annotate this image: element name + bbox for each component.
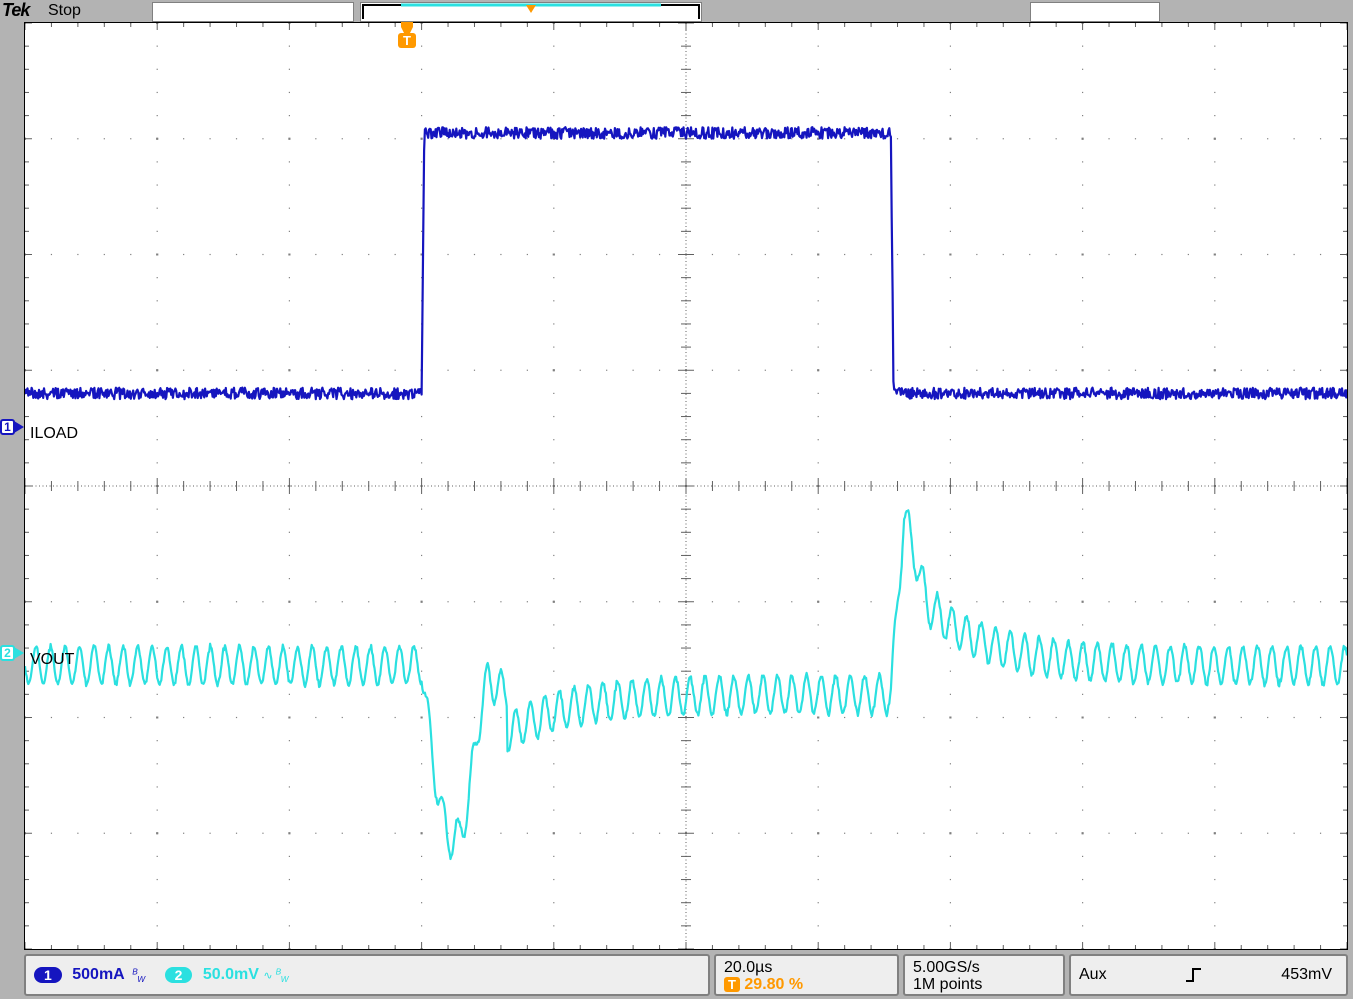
channel-ground-marker-1: 1 <box>0 417 26 442</box>
left-frame <box>0 22 24 950</box>
top-strip: Tek Stop <box>0 0 1353 22</box>
footer-panel: 20.0µsT 29.80 % <box>714 954 899 996</box>
waveform-ch2 <box>25 510 1347 859</box>
trigger-level: 453mV <box>1281 966 1332 984</box>
top-indicator-box <box>360 2 702 22</box>
channel-label-2: VOUT <box>30 651 74 669</box>
top-indicator-box <box>152 2 354 22</box>
footer-panel: 5.00GS/s1M points <box>903 954 1065 996</box>
top-indicator-box <box>1030 2 1160 22</box>
svg-text:T: T <box>403 33 411 48</box>
waveform-ch1 <box>25 127 1347 399</box>
oscilloscope-screenshot: Tek Stop 1 ILOAD 2 VOUT T 1 500mA BW2 50 <box>0 0 1353 999</box>
bottom-strip: 1 500mA BW2 50.0mV ∿BW20.0µsT 29.80 %5.0… <box>0 950 1353 999</box>
svg-text:2: 2 <box>4 646 11 660</box>
waveforms <box>25 23 1347 949</box>
footer-readout-line: 5.00GS/s <box>913 959 1055 976</box>
trigger-source: Aux <box>1079 966 1107 984</box>
channel-scale-readout: 1 500mA BW <box>34 966 145 984</box>
tek-logo: Tek <box>2 0 29 21</box>
svg-text:1: 1 <box>4 420 11 434</box>
channel-ground-marker-2: 2 <box>0 643 26 668</box>
waveform-plot <box>24 22 1348 950</box>
footer-readout-line: 20.0µs <box>724 959 889 976</box>
run-status: Stop <box>48 2 81 20</box>
channel-label-1: ILOAD <box>30 425 78 443</box>
channel-scale-readout: 2 50.0mV ∿BW <box>165 966 288 984</box>
footer-panel: Aux 453mV <box>1069 954 1348 996</box>
rising-edge-icon <box>1184 965 1204 985</box>
footer-readout-line: 1M points <box>913 976 1055 993</box>
right-frame <box>1348 22 1353 950</box>
trigger-position-marker: T <box>394 22 420 55</box>
footer-panel: 1 500mA BW 2 50.0mV ∿BW <box>24 954 710 996</box>
footer-readout-line: T 29.80 % <box>724 976 889 993</box>
